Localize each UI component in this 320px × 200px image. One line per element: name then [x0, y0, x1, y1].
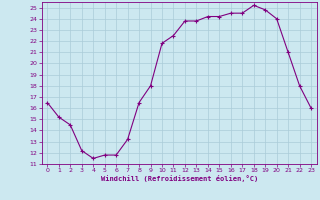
X-axis label: Windchill (Refroidissement éolien,°C): Windchill (Refroidissement éolien,°C)	[100, 175, 258, 182]
